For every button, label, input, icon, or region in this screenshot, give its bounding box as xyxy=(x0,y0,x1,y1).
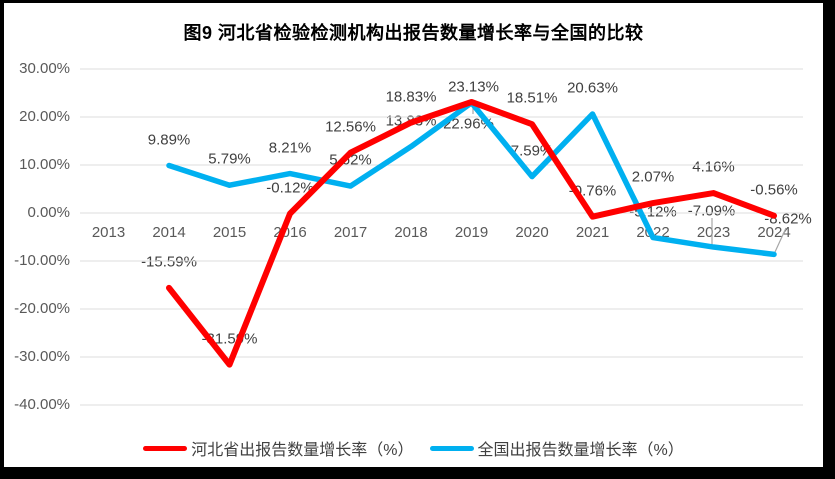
data-label: -15.59% xyxy=(141,253,197,271)
x-axis-tick-label: 2018 xyxy=(394,224,428,241)
data-label: 2.07% xyxy=(631,168,675,186)
x-axis-tick-label: 2014 xyxy=(152,224,186,241)
y-axis-tick-label: 30.00% xyxy=(19,60,70,77)
data-label: 4.16% xyxy=(692,158,735,176)
x-axis-tick-label: 2021 xyxy=(575,224,610,241)
y-axis-tick-label: 20.00% xyxy=(19,108,70,125)
y-axis-tick-label: -10.00% xyxy=(14,252,70,269)
data-label: 5.79% xyxy=(208,150,251,168)
national-series-line xyxy=(166,100,777,258)
legend-label-national: 全国出报告数量增长率（%） xyxy=(477,442,684,459)
legend-item-hebei: 河北省出报告数量增长率（%） xyxy=(143,436,414,460)
y-axis-tick-label: -40.00% xyxy=(14,396,70,413)
y-axis-tick-label: -20.00% xyxy=(14,300,70,317)
y-axis-tick-label: -30.00% xyxy=(14,348,70,365)
x-axis-tick-label: 2023 xyxy=(696,224,731,241)
x-axis-tick-label: 2019 xyxy=(454,224,489,241)
x-axis-tick-label: 2015 xyxy=(212,224,247,241)
data-label: -0.12% xyxy=(266,179,314,197)
hebei-legend-line-icon xyxy=(143,445,188,451)
data-label: -7.09% xyxy=(687,202,736,220)
data-label: 18.83% xyxy=(385,88,437,106)
x-axis-tick-label: 2013 xyxy=(91,224,126,241)
y-axis-tick-label: 10.00% xyxy=(19,156,70,173)
hebei-series-line xyxy=(166,98,777,368)
data-label: 12.56% xyxy=(325,118,376,136)
x-axis-tick-label: 2020 xyxy=(515,224,549,241)
data-label: 8.21% xyxy=(268,139,312,157)
legend-item-national: 全国出报告数量增长率（%） xyxy=(429,436,684,460)
data-label: 20.63% xyxy=(567,79,618,97)
data-label-leader-line xyxy=(774,227,787,253)
data-label: 9.89% xyxy=(147,131,191,149)
chart-title: 图9 河北省检验检测机构出报告数量增长率与全国的比较 xyxy=(183,23,644,43)
chart-canvas: 图9 河北省检验检测机构出报告数量增长率与全国的比较 30.00% 20.00% 1… xyxy=(4,3,823,467)
data-label: 18.51% xyxy=(506,89,558,107)
national-legend-line-icon xyxy=(429,445,474,451)
data-label: -0.56% xyxy=(750,181,798,199)
y-axis-tick-label: 0.00% xyxy=(27,204,70,221)
x-axis-tick-label: 2017 xyxy=(333,224,368,241)
data-label: 23.13% xyxy=(448,78,499,96)
data-label: 7.59% xyxy=(510,142,554,160)
data-label: 22.96% xyxy=(443,115,494,133)
legend: 河北省出报告数量增长率（%） 全国出报告数量增长率（%） xyxy=(4,436,823,460)
legend-label-hebei: 河北省出报告数量增长率（%） xyxy=(191,442,414,459)
